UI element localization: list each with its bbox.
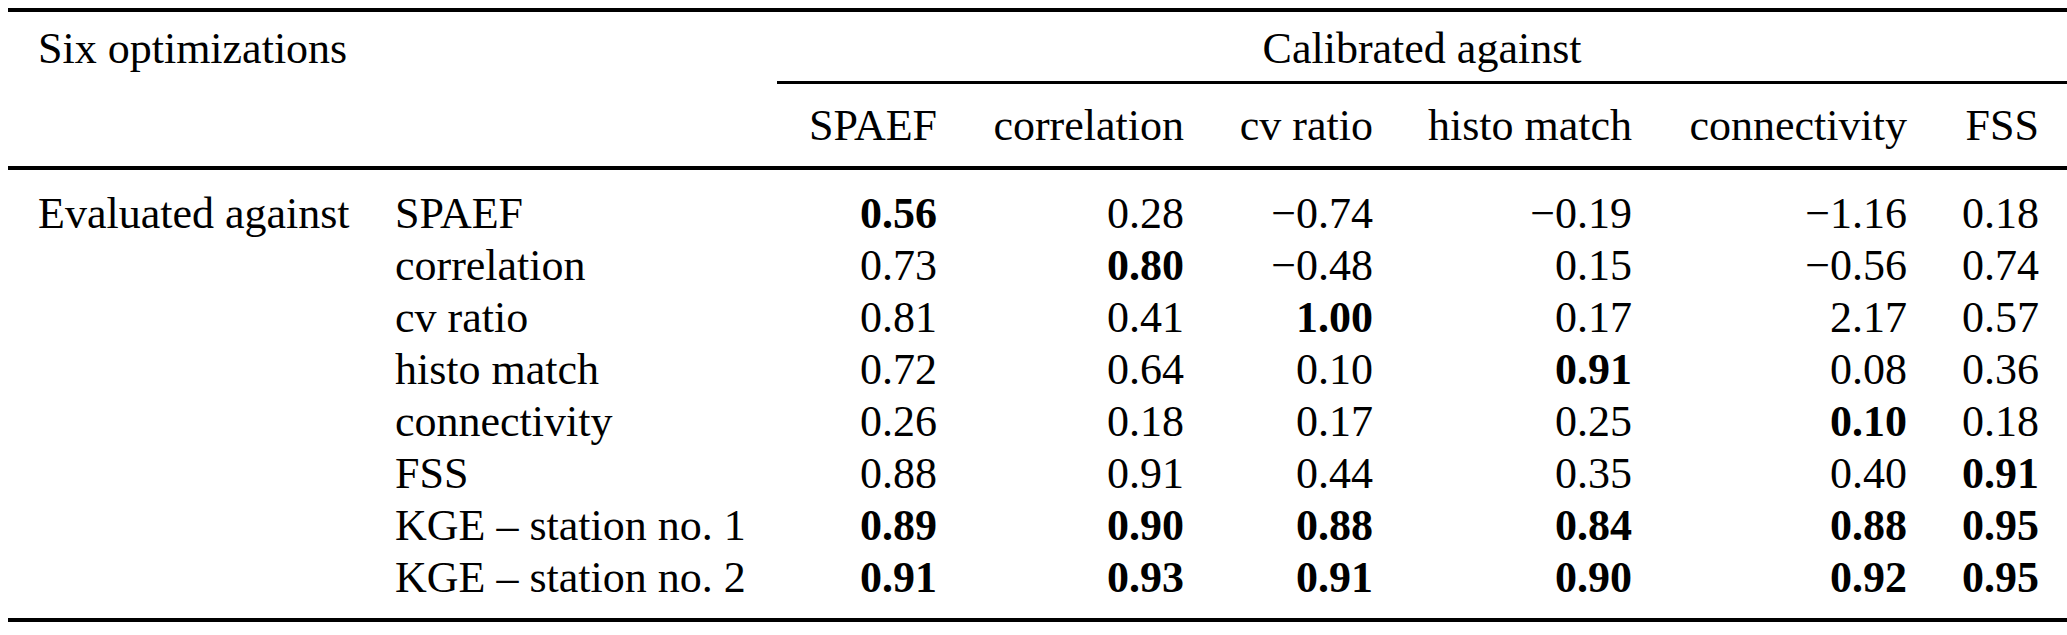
table-row: cv ratio0.810.411.000.172.170.57	[8, 292, 2067, 344]
value-cell: 0.44	[1184, 448, 1373, 500]
value-cell: 0.41	[937, 292, 1184, 344]
table-body: Evaluated againstSPAEF0.560.28−0.74−0.19…	[8, 168, 2067, 620]
table-header: Six optimizations Calibrated against SPA…	[8, 10, 2067, 168]
column-header-correlation: correlation	[937, 84, 1184, 168]
row-group-label	[8, 552, 395, 620]
value-cell: 0.15	[1373, 240, 1632, 292]
value-cell: 0.93	[937, 552, 1184, 620]
value-cell: 0.91	[937, 448, 1184, 500]
value-cell: 0.26	[750, 396, 937, 448]
group-header-label: Calibrated against	[1263, 24, 1582, 73]
row-group-label	[8, 448, 395, 500]
value-cell: 0.17	[1373, 292, 1632, 344]
value-cell: 0.74	[1907, 240, 2039, 292]
value-cell: 0.73	[750, 240, 937, 292]
value-cell: 0.25	[1373, 396, 1632, 448]
row-right-pad	[2039, 240, 2067, 292]
value-cell: 0.57	[1907, 292, 2039, 344]
value-cell: 0.36	[1907, 344, 2039, 396]
paper-table-page: Six optimizations Calibrated against SPA…	[0, 0, 2067, 635]
empty-corner-cell	[8, 84, 750, 168]
table-row: Evaluated againstSPAEF0.560.28−0.74−0.19…	[8, 168, 2067, 240]
value-cell: 0.18	[1907, 396, 2039, 448]
column-header-fss: FSS	[1907, 84, 2039, 168]
row-right-pad	[2039, 168, 2067, 240]
row-right-pad	[2039, 292, 2067, 344]
value-cell: 0.80	[937, 240, 1184, 292]
table-row: KGE – station no. 10.890.900.880.840.880…	[8, 500, 2067, 552]
value-cell: 0.84	[1373, 500, 1632, 552]
value-cell: 1.00	[1184, 292, 1373, 344]
row-label: SPAEF	[395, 168, 750, 240]
column-header-histo-match: histo match	[1373, 84, 1632, 168]
value-cell: −0.74	[1184, 168, 1373, 240]
row-right-pad	[2039, 344, 2067, 396]
row-label: cv ratio	[395, 292, 750, 344]
group-header-rule	[777, 81, 2067, 84]
value-cell: −0.19	[1373, 168, 1632, 240]
table-row: histo match0.720.640.100.910.080.36	[8, 344, 2067, 396]
value-cell: 0.18	[1907, 168, 2039, 240]
value-cell: 0.40	[1632, 448, 1907, 500]
value-cell: 0.88	[750, 448, 937, 500]
value-cell: 0.91	[1907, 448, 2039, 500]
results-table: Six optimizations Calibrated against SPA…	[8, 8, 2067, 622]
value-cell: 0.10	[1184, 344, 1373, 396]
row-label: KGE – station no. 2	[395, 552, 750, 620]
value-cell: 0.88	[1184, 500, 1373, 552]
corner-header: Six optimizations	[8, 10, 750, 84]
value-cell: 0.91	[1373, 344, 1632, 396]
value-cell: 0.17	[1184, 396, 1373, 448]
row-right-pad	[2039, 552, 2067, 620]
header-right-pad	[2039, 84, 2067, 168]
value-cell: −1.16	[1632, 168, 1907, 240]
row-label: histo match	[395, 344, 750, 396]
column-header-row: SPAEF correlation cv ratio histo match c…	[8, 84, 2067, 168]
row-group-label	[8, 344, 395, 396]
value-cell: 2.17	[1632, 292, 1907, 344]
table-row: correlation0.730.80−0.480.15−0.560.74	[8, 240, 2067, 292]
row-group-label	[8, 500, 395, 552]
table-row: connectivity0.260.180.170.250.100.18	[8, 396, 2067, 448]
value-cell: −0.56	[1632, 240, 1907, 292]
value-cell: 0.91	[750, 552, 937, 620]
row-group-label: Evaluated against	[8, 168, 395, 240]
value-cell: 0.92	[1632, 552, 1907, 620]
value-cell: 0.64	[937, 344, 1184, 396]
row-right-pad	[2039, 500, 2067, 552]
value-cell: 0.91	[1184, 552, 1373, 620]
value-cell: 0.28	[937, 168, 1184, 240]
table-row: KGE – station no. 20.910.930.910.900.920…	[8, 552, 2067, 620]
value-cell: 0.89	[750, 500, 937, 552]
value-cell: 0.35	[1373, 448, 1632, 500]
value-cell: 0.90	[1373, 552, 1632, 620]
value-cell: −0.48	[1184, 240, 1373, 292]
column-header-cv-ratio: cv ratio	[1184, 84, 1373, 168]
row-label: connectivity	[395, 396, 750, 448]
column-header-connectivity: connectivity	[1632, 84, 1907, 168]
group-header-cell: Calibrated against	[750, 10, 2067, 84]
row-group-label	[8, 396, 395, 448]
value-cell: 0.72	[750, 344, 937, 396]
value-cell: 0.95	[1907, 500, 2039, 552]
value-cell: 0.18	[937, 396, 1184, 448]
value-cell: 0.95	[1907, 552, 2039, 620]
row-group-label	[8, 292, 395, 344]
value-cell: 0.88	[1632, 500, 1907, 552]
row-label: correlation	[395, 240, 750, 292]
row-group-label	[8, 240, 395, 292]
value-cell: 0.90	[937, 500, 1184, 552]
group-header-row: Six optimizations Calibrated against	[8, 10, 2067, 84]
row-label: FSS	[395, 448, 750, 500]
table-row: FSS0.880.910.440.350.400.91	[8, 448, 2067, 500]
row-label: KGE – station no. 1	[395, 500, 750, 552]
row-right-pad	[2039, 396, 2067, 448]
row-right-pad	[2039, 448, 2067, 500]
value-cell: 0.08	[1632, 344, 1907, 396]
value-cell: 0.10	[1632, 396, 1907, 448]
value-cell: 0.81	[750, 292, 937, 344]
column-header-spaef: SPAEF	[750, 84, 937, 168]
value-cell: 0.56	[750, 168, 937, 240]
